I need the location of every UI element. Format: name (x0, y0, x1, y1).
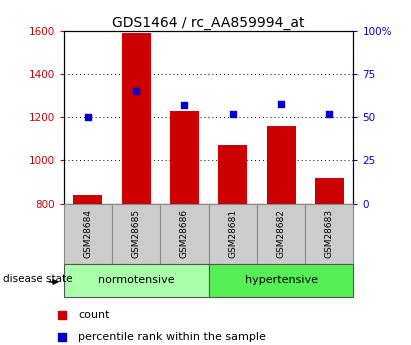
Text: GSM28683: GSM28683 (325, 209, 334, 258)
Point (58, 335, 65, 340)
Bar (112, 204, 160, 264)
Bar (305, 204, 353, 264)
Bar (257, 204, 305, 264)
Bar (209, 264, 353, 297)
Text: GSM28681: GSM28681 (228, 209, 237, 258)
Bar (218, 145, 247, 204)
Point (181, 102, 188, 108)
Bar (74, 195, 102, 204)
Title: GDS1464 / rc_AA859994_at: GDS1464 / rc_AA859994_at (112, 16, 305, 30)
Text: hypertensive: hypertensive (245, 275, 318, 285)
Point (326, 111, 332, 117)
Point (278, 101, 284, 106)
Text: GSM28682: GSM28682 (277, 209, 286, 258)
Bar (170, 111, 199, 204)
Text: GSM28685: GSM28685 (132, 209, 141, 258)
Text: GSM28686: GSM28686 (180, 209, 189, 258)
Bar (122, 33, 151, 204)
Text: disease state: disease state (2, 274, 72, 284)
Text: percentile rank within the sample: percentile rank within the sample (79, 333, 266, 342)
Bar (267, 126, 296, 204)
Point (229, 111, 236, 117)
Bar (64, 264, 208, 297)
Text: GSM28684: GSM28684 (83, 209, 92, 258)
Point (58, 312, 65, 317)
Point (85, 115, 91, 120)
Point (133, 89, 139, 94)
Text: normotensive: normotensive (98, 275, 174, 285)
Text: count: count (79, 310, 110, 319)
Bar (64, 204, 112, 264)
Bar (209, 204, 257, 264)
Bar (315, 178, 344, 204)
Bar (160, 204, 209, 264)
